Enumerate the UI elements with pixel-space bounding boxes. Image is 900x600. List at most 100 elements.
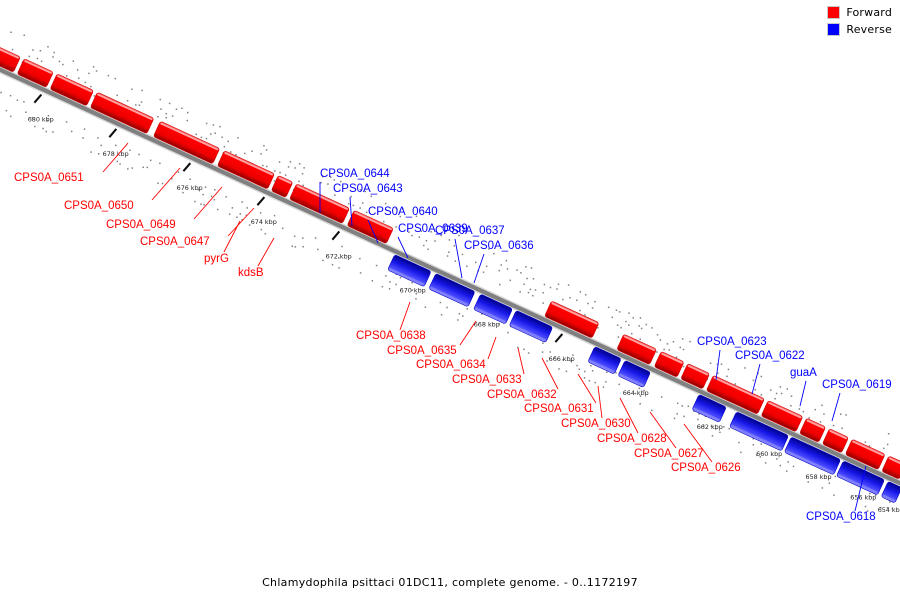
label-0639[interactable]: CPS0A_0639	[398, 223, 468, 235]
label-0634[interactable]: CPS0A_0634	[416, 359, 486, 371]
label-0632[interactable]: CPS0A_0632	[487, 389, 557, 401]
label-0650[interactable]: CPS0A_0650	[64, 200, 134, 212]
gc-dot	[265, 165, 268, 168]
label-0623[interactable]: CPS0A_0623	[697, 336, 767, 348]
gene-0643[interactable]	[429, 273, 475, 307]
gene-unlabeled-a[interactable]	[17, 59, 53, 88]
gene-0632[interactable]	[706, 375, 765, 414]
label-0638[interactable]: CPS0A_0638	[356, 330, 426, 342]
gene-body	[17, 59, 53, 87]
label-0651[interactable]: CPS0A_0651	[14, 172, 84, 184]
label-0622[interactable]: CPS0A_0622	[735, 350, 805, 362]
gc-dot	[666, 343, 669, 345]
gene-kdsb[interactable]	[347, 210, 393, 244]
legend-item-reverse[interactable]: Reverse	[827, 23, 892, 36]
gene-guaa[interactable]	[784, 437, 841, 475]
gene-unlabeled-b[interactable]	[50, 74, 94, 106]
gene-0649[interactable]	[217, 151, 275, 190]
gene-0623[interactable]	[692, 394, 727, 422]
label-0618[interactable]: CPS0A_0618	[806, 511, 876, 523]
gc-dot	[446, 306, 448, 309]
gc-dot	[498, 323, 500, 325]
label-0647[interactable]: CPS0A_0647	[140, 236, 210, 248]
gene-highlight	[296, 185, 349, 211]
gc-dot	[32, 49, 34, 51]
gene-0640[interactable]	[473, 294, 513, 324]
gc-dot	[579, 291, 582, 293]
gene-0631[interactable]	[761, 400, 803, 432]
label-0649[interactable]: CPS0A_0649	[106, 219, 176, 231]
gene-0652[interactable]	[0, 43, 21, 73]
label-leader-line	[227, 207, 255, 237]
label-0640[interactable]: CPS0A_0640	[368, 206, 438, 218]
gene-0633[interactable]	[681, 363, 710, 389]
label-leader-line	[619, 397, 639, 434]
gc-dot	[874, 494, 877, 497]
label-0633[interactable]: CPS0A_0633	[452, 374, 522, 386]
gc-dot	[506, 268, 509, 270]
label-0626[interactable]: CPS0A_0626	[671, 462, 741, 474]
gc-dot	[138, 153, 140, 156]
gc-dot	[36, 57, 39, 60]
label-kdsb[interactable]: kdsB	[238, 267, 264, 279]
gc-dot	[681, 338, 684, 340]
gc-dot	[821, 487, 824, 489]
axis-tick-mark	[554, 333, 564, 343]
label-leader-line	[349, 196, 353, 227]
label-0627[interactable]: CPS0A_0627	[634, 448, 704, 460]
gene-body	[0, 43, 21, 72]
gc-dot	[348, 202, 350, 205]
gc-dot	[554, 356, 556, 358]
label-0644[interactable]: CPS0A_0644	[320, 168, 390, 180]
gene-0630[interactable]	[799, 418, 826, 442]
gc-dot	[591, 370, 594, 372]
gene-0651[interactable]	[90, 92, 154, 134]
gene-0618[interactable]	[881, 481, 900, 503]
label-pyrg[interactable]: pyrG	[204, 253, 229, 265]
gene-0638[interactable]	[544, 301, 599, 338]
gc-dot	[727, 368, 730, 371]
label-0635[interactable]: CPS0A_0635	[387, 345, 457, 357]
gene-0637[interactable]	[588, 347, 622, 375]
gc-dot	[77, 77, 80, 79]
gene-label-group[interactable]: CPS0A_0651 CPS0A_0650 CPS0A_0649 CPS0A_0647…	[14, 168, 892, 523]
gc-dot	[474, 261, 477, 264]
gene-0636[interactable]	[618, 360, 651, 388]
gc-dot	[62, 63, 64, 66]
gc-dot	[194, 200, 196, 203]
gene-0635[interactable]	[617, 334, 657, 365]
label-0636[interactable]: CPS0A_0636	[464, 240, 534, 252]
label-0637[interactable]: CPS0A_0637	[435, 225, 505, 237]
gene-0639[interactable]	[509, 310, 553, 343]
reverse-color-swatch	[827, 23, 841, 36]
gene-0627[interactable]	[845, 439, 885, 470]
label-0630[interactable]: CPS0A_0630	[561, 418, 631, 430]
gene-0622[interactable]	[729, 412, 789, 451]
label-leader-line	[541, 357, 559, 390]
gene-0619[interactable]	[836, 461, 885, 495]
gene-pyrg[interactable]	[289, 184, 350, 224]
gene-0650[interactable]	[153, 121, 220, 164]
label-0643[interactable]: CPS0A_0643	[333, 183, 403, 195]
gc-dot	[415, 298, 417, 300]
label-0628[interactable]: CPS0A_0628	[597, 433, 667, 445]
gene-0634[interactable]	[654, 351, 684, 377]
gc-dot	[415, 215, 418, 218]
label-0631[interactable]: CPS0A_0631	[524, 403, 594, 415]
gc-dot	[434, 240, 436, 242]
gene-0644[interactable]	[388, 255, 432, 287]
gc-dot	[251, 150, 253, 153]
gc-dot	[682, 365, 685, 368]
gc-dot	[291, 245, 293, 247]
label-guaa[interactable]: guaA	[790, 367, 817, 379]
gc-dot	[828, 482, 831, 484]
gc-dot	[341, 245, 343, 248]
gc-dot	[454, 260, 457, 262]
label-0619[interactable]: CPS0A_0619	[822, 379, 892, 391]
gene-feature-group[interactable]	[0, 43, 900, 503]
gene-0628[interactable]	[822, 429, 849, 453]
gene-0647[interactable]	[271, 175, 293, 197]
legend-item-forward[interactable]: Forward	[827, 6, 892, 19]
